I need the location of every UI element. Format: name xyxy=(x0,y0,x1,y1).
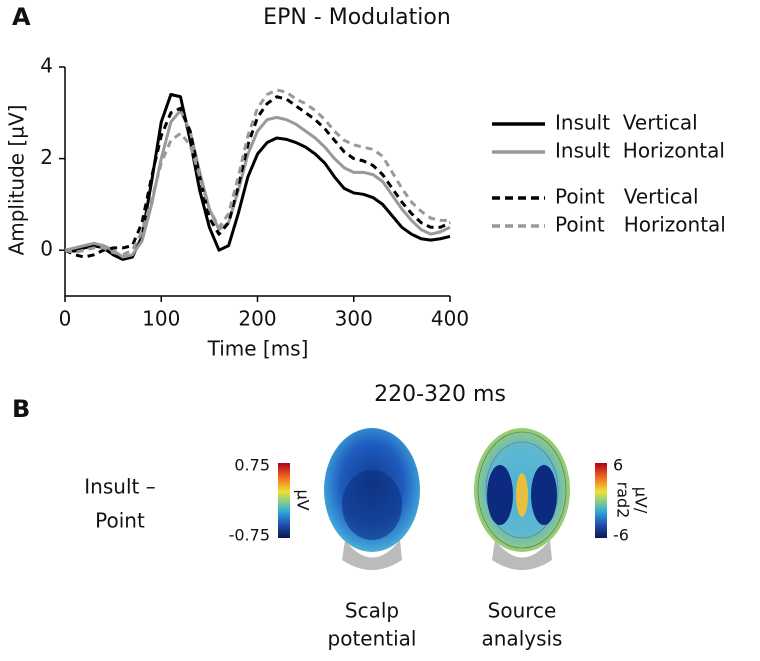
colorbar-unit: µV/ xyxy=(632,487,651,514)
panel-label: B xyxy=(12,395,30,423)
data-line xyxy=(64,95,451,259)
legend-label: Insult Vertical xyxy=(555,111,698,135)
panel-title: 220-320 ms xyxy=(374,382,506,407)
caption: Scalp xyxy=(345,599,399,623)
colorbar-unit: rad2 xyxy=(614,482,633,519)
caption: analysis xyxy=(482,627,563,651)
legend: Insult Vertical Insult Horizontal Point Ve… xyxy=(492,111,726,237)
colorbar-min: -0.75 xyxy=(229,526,270,545)
y-axis-label: Amplitude [µV] xyxy=(5,105,29,256)
colorbar xyxy=(595,463,607,538)
caption: potential xyxy=(328,627,417,651)
row-label: Insult – xyxy=(84,475,155,499)
caption: Source xyxy=(488,599,557,623)
x-tick-label: 0 xyxy=(59,307,72,331)
data-line xyxy=(64,109,451,259)
colorbar-max: 6 xyxy=(613,456,623,475)
data-line xyxy=(64,92,451,261)
colorbar-unit: µV xyxy=(294,489,313,510)
x-tick-label: 200 xyxy=(238,307,276,331)
legend-label: Point Horizontal xyxy=(555,213,726,237)
x-tick-label: 100 xyxy=(142,307,180,331)
x-tick-label: 400 xyxy=(431,307,469,331)
x-tick-label: 300 xyxy=(335,307,373,331)
colorbar-max: 0.75 xyxy=(234,456,270,475)
y-tick-label: 2 xyxy=(40,145,53,169)
y-tick-label: 0 xyxy=(40,237,53,261)
data-line xyxy=(64,88,450,257)
chart-title: EPN - Modulation xyxy=(263,5,451,30)
y-tick-label: 4 xyxy=(40,54,53,78)
colorbar-min: -6 xyxy=(613,526,629,545)
x-axis-label: Time [ms] xyxy=(207,337,309,361)
plot: 0 2 4 0 100 200 300 400 xyxy=(40,54,469,331)
source-head xyxy=(474,428,570,570)
scalp-head xyxy=(324,428,420,570)
panel-label: A xyxy=(12,3,31,31)
row-label: Point xyxy=(95,509,145,533)
legend-label: Point Vertical xyxy=(555,185,699,209)
colorbar xyxy=(278,463,290,538)
legend-label: Insult Horizontal xyxy=(555,139,725,163)
